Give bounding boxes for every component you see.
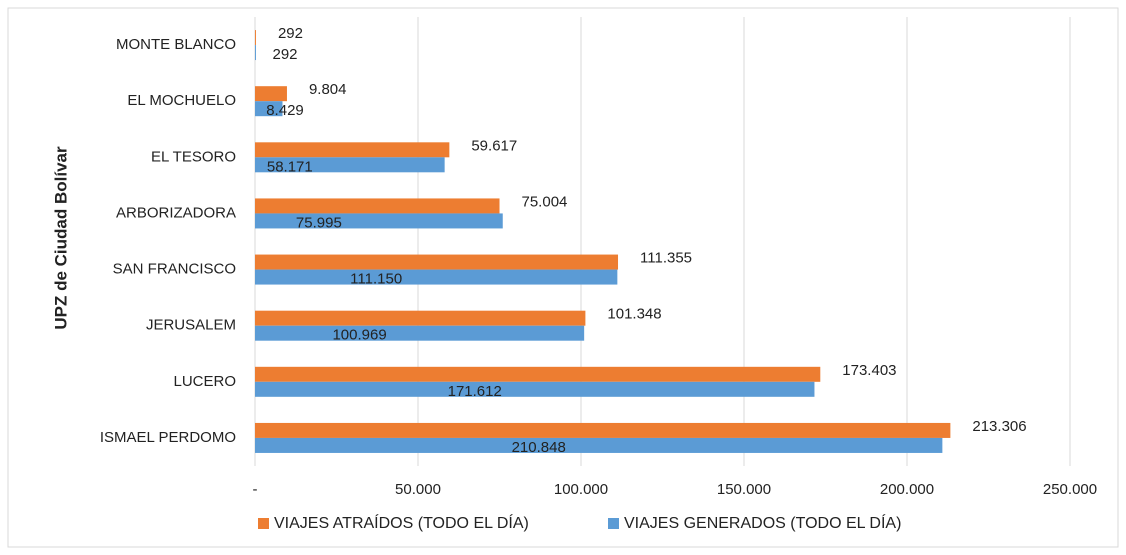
legend-swatch — [608, 518, 619, 529]
x-tick-label: 50.000 — [395, 481, 441, 498]
y-tick-label: JERUSALEM — [146, 317, 236, 334]
y-tick-label: SAN FRANCISCO — [113, 261, 236, 278]
legend-label: VIAJES ATRAÍDOS (TODO EL DÍA) — [274, 513, 529, 532]
data-label: 58.171 — [267, 158, 313, 175]
data-label: 292 — [278, 25, 303, 42]
y-tick-label: EL TESORO — [151, 148, 236, 165]
y-tick-label: ARBORIZADORA — [116, 204, 236, 221]
data-label: 100.969 — [332, 327, 386, 344]
legend-swatch — [258, 518, 269, 529]
data-label: 75.995 — [296, 214, 342, 231]
bar — [255, 45, 256, 61]
data-label: 292 — [272, 46, 297, 63]
bar — [255, 325, 585, 341]
data-label: 111.150 — [350, 271, 402, 288]
bar — [255, 157, 445, 173]
bar — [255, 381, 815, 397]
x-tick-label: 250.000 — [1043, 481, 1097, 498]
bar — [255, 437, 943, 453]
data-label: 8.429 — [266, 102, 304, 119]
bar — [255, 142, 450, 158]
data-label: 75.004 — [522, 193, 568, 210]
data-label: 9.804 — [309, 81, 347, 98]
bar — [255, 269, 618, 285]
x-tick-label: - — [253, 481, 258, 498]
y-tick-label: ISMAEL PERDOMO — [100, 429, 236, 446]
x-tick-label: 150.000 — [717, 481, 771, 498]
bar — [255, 366, 821, 382]
data-label: 173.403 — [842, 362, 896, 379]
data-label: 111.355 — [640, 250, 692, 267]
y-tick-label: MONTE BLANCO — [116, 36, 236, 53]
y-tick-label: EL MOCHUELO — [127, 92, 236, 109]
x-tick-label: 100.000 — [554, 481, 608, 498]
data-label: 171.612 — [448, 383, 502, 400]
bar — [255, 198, 500, 214]
bar — [255, 254, 619, 270]
bar — [255, 213, 503, 229]
x-tick-label: 200.000 — [880, 481, 934, 498]
data-label: 213.306 — [972, 418, 1026, 435]
data-label: 101.348 — [607, 306, 661, 323]
data-label: 59.617 — [471, 137, 517, 154]
bar — [255, 422, 951, 438]
bar — [255, 86, 287, 102]
data-label: 210.848 — [512, 439, 566, 456]
bar — [255, 101, 283, 117]
y-tick-label: LUCERO — [173, 373, 236, 390]
bar — [255, 30, 256, 46]
legend-label: VIAJES GENERADOS (TODO EL DÍA) — [624, 513, 901, 532]
y-axis-title: UPZ de Ciudad Bolívar — [51, 146, 70, 330]
bar — [255, 310, 586, 326]
